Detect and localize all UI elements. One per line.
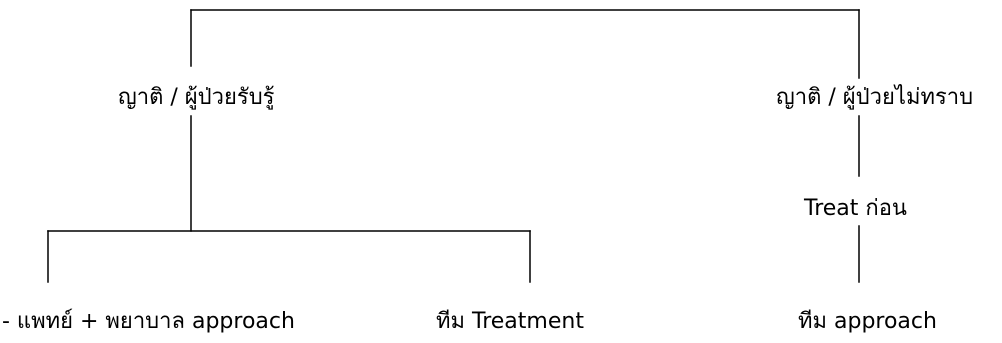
treatment-team-label: ทีม Treatment <box>436 309 584 334</box>
treat-first-label: Treat ก่อน <box>804 196 907 221</box>
approach-team-label: ทีม approach <box>798 309 937 334</box>
left-branch-label: ญาติ / ผู้ป่วยรับรู้ <box>118 85 275 110</box>
doctor-nurse-approach-label: - แพทย์ + พยาบาล approach <box>2 309 295 334</box>
right-branch-label: ญาติ / ผู้ป่วยไม่ทราบ <box>776 85 974 110</box>
